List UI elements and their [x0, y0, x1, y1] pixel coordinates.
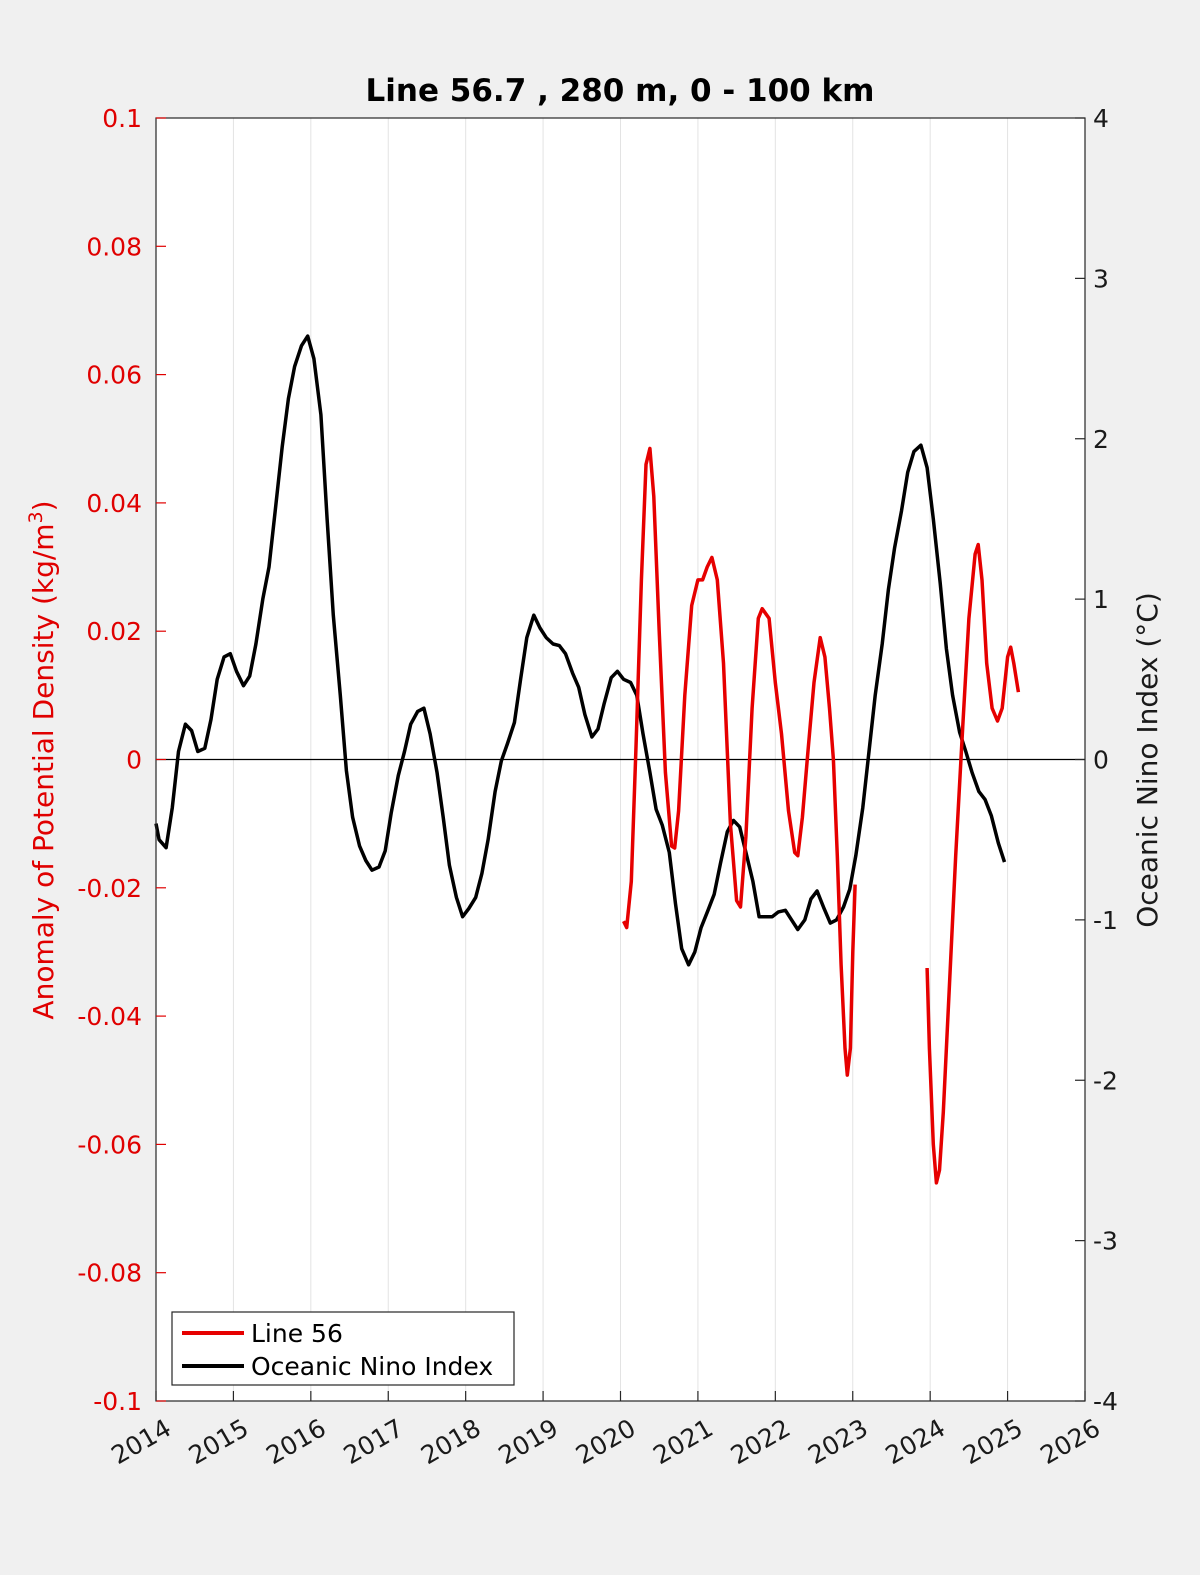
- left-tick-label: 0.1: [102, 104, 142, 133]
- legend-oni-label: Oceanic Nino Index: [251, 1352, 493, 1381]
- series-layer: [154, 334, 1021, 1185]
- left-tick-label: 0.02: [86, 617, 142, 646]
- left-tick-label: 0: [126, 746, 142, 775]
- left-axis-label: Anomaly of Potential Density (kg/m3): [25, 500, 60, 1019]
- series-line56-segment-1: [622, 446, 857, 1077]
- legend-box: [171, 1311, 515, 1386]
- left-axis-label-close: ): [27, 500, 60, 511]
- right-tick-label: -1: [1093, 906, 1118, 935]
- left-tick-label: -0.08: [77, 1259, 142, 1288]
- left-tick-label: -0.1: [93, 1387, 142, 1416]
- left-tick-label: 0.04: [86, 489, 142, 518]
- right-tick-label: 3: [1093, 264, 1109, 293]
- right-tick-label: -4: [1093, 1387, 1118, 1416]
- legend: Line 56 Oceanic Nino Index: [171, 1311, 515, 1386]
- legend-line56-label: Line 56: [251, 1319, 343, 1348]
- right-tick-label: 1: [1093, 585, 1109, 614]
- right-tick-label: 0: [1093, 746, 1109, 775]
- left-tick-label: 0.06: [86, 361, 142, 390]
- right-tick-label: 2: [1093, 425, 1109, 454]
- right-axis: 4 3 2 1 0 -1 -2 -3 -4: [1075, 104, 1118, 1416]
- right-tick-label: 4: [1093, 104, 1109, 133]
- chart-title: Line 56.7 , 280 m, 0 - 100 km: [366, 73, 875, 109]
- left-axis-label-text: Anomaly of Potential Density (kg/m: [27, 523, 60, 1019]
- left-tick-label: 0.08: [86, 232, 142, 261]
- right-tick-label: -3: [1093, 1227, 1118, 1256]
- series-oceanic-nino-index: [154, 334, 1007, 967]
- series-line56-segment-2: [925, 542, 1021, 1185]
- left-tick-label: -0.02: [77, 874, 142, 903]
- left-axis-label-superscript: 3: [25, 511, 47, 523]
- left-axis: 0.1 0.08 0.06 0.04 0.02 0 -0.02 -0.04 -0.06 -0.08…: [77, 104, 166, 1416]
- left-tick-label: -0.04: [77, 1002, 142, 1031]
- right-axis-label: Oceanic Nino Index (°C): [1131, 592, 1164, 928]
- left-tick-label: -0.06: [77, 1130, 142, 1159]
- right-tick-label: -2: [1093, 1066, 1118, 1095]
